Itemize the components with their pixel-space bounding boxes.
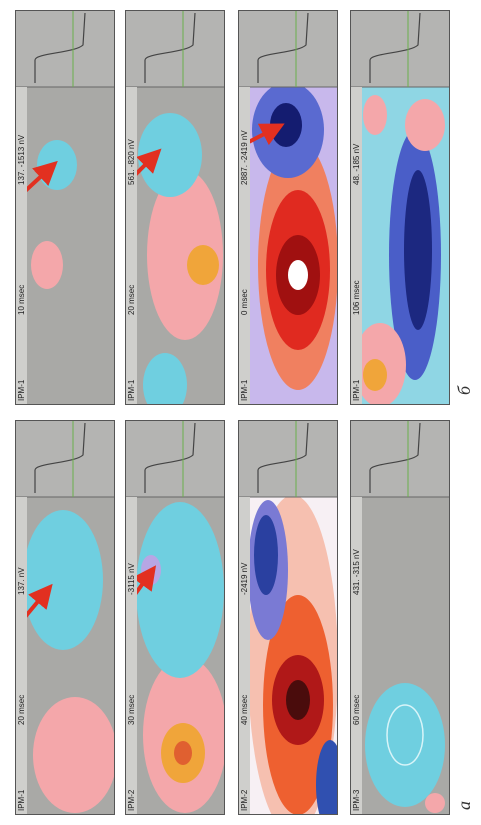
header-strip <box>15 497 27 815</box>
panel-label: б <box>454 385 474 395</box>
panel-time: 0 msec <box>240 289 249 315</box>
panel: IPM-2 40 msec -2419 nV <box>238 420 344 825</box>
panels: IPM-1 20 msec 137. nV IPM-2 30 msec -3115 nV… <box>0 0 481 825</box>
header-strip <box>350 497 362 815</box>
panel-name: IPM-1 <box>240 379 249 401</box>
panel: IPM-1 0 msec 2887. -2419 nV <box>233 10 338 405</box>
panel-name: IPM-1 <box>17 379 26 401</box>
panel-name: IPM-1 <box>17 789 26 811</box>
panel-time: 106 msec <box>352 280 361 315</box>
panel-time: 20 msec <box>17 695 26 725</box>
panel-range: 137. nV <box>17 567 26 595</box>
panel-name: IPM-1 <box>352 379 361 401</box>
panel-range: 2887. -2419 nV <box>240 130 249 185</box>
waveform-box <box>125 420 225 497</box>
figure: IPM-1 20 msec 137. nV IPM-2 30 msec -3115 nV… <box>0 0 481 825</box>
waveform-box <box>15 10 115 87</box>
waveform-box <box>350 10 450 87</box>
panel-time: 60 msec <box>352 695 361 725</box>
panel: IPM-2 30 msec -3115 nV <box>120 420 227 815</box>
panel: IPM-1 20 msec 137. nV <box>10 420 117 815</box>
panel: IPM-1 10 msec 137. -1513 nV <box>10 10 115 405</box>
waveform-box <box>238 420 338 497</box>
panel-label: а <box>454 801 474 810</box>
panel-range: -3115 nV <box>127 562 136 595</box>
panel-name: IPM-3 <box>352 789 361 811</box>
panel-range: 48. -185 nV <box>352 143 361 185</box>
waveform-box <box>350 420 450 497</box>
panel-time: 10 msec <box>17 285 26 315</box>
waveform-box <box>125 10 225 87</box>
panel-range: 137. -1513 nV <box>17 134 26 185</box>
header-strip <box>238 497 250 815</box>
figure-rotated: IPM-1 20 msec 137. nV IPM-2 30 msec -3115 nV… <box>0 0 481 825</box>
panel-range: 561. -820 nV <box>127 139 136 185</box>
header-strip <box>15 87 27 405</box>
panel: IPM-1 106 msec 48. -185 nV <box>350 10 450 407</box>
waveform-box <box>15 420 115 497</box>
panel: IPM-1 20 msec 561. -820 nV <box>120 10 225 417</box>
panel-name: IPM-2 <box>240 789 249 811</box>
panel-range: -2419 nV <box>240 562 249 595</box>
panel-time: 30 msec <box>127 695 136 725</box>
panel-name: IPM-1 <box>127 379 136 401</box>
header-strip <box>125 87 137 405</box>
waveform-box <box>238 10 338 87</box>
panel-time: 20 msec <box>127 285 136 315</box>
panel-name: IPM-2 <box>127 789 136 811</box>
panel-time: 40 msec <box>240 695 249 725</box>
header-strip <box>350 87 362 405</box>
panel-range: 431. -315 nV <box>352 549 361 595</box>
header-strip <box>125 497 137 815</box>
panel: IPM-3 60 msec 431. -315 nV <box>350 420 450 815</box>
